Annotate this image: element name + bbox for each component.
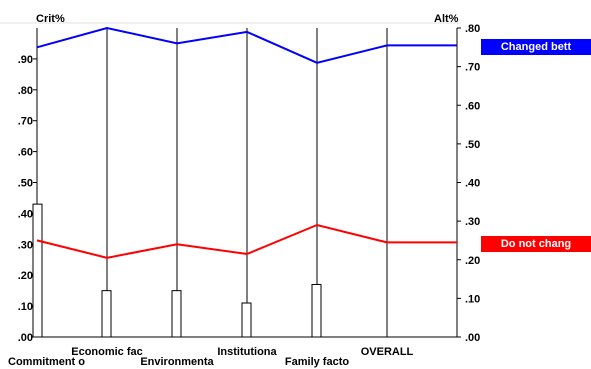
right-tick-label: .30 bbox=[465, 216, 480, 228]
right-axis-title: Alt% bbox=[434, 13, 459, 25]
weight-bar bbox=[32, 203, 43, 338]
legend-item-changed-bett[interactable]: Changed bett bbox=[481, 39, 591, 55]
criteria-weight-bars bbox=[32, 203, 322, 338]
right-axis-ticks: .00 .10 .20 .30 .40 .50 .60 .70 .80 bbox=[457, 23, 480, 344]
left-tick-label: .10 bbox=[18, 301, 33, 313]
left-axis-title: Crit% bbox=[36, 13, 65, 25]
weight-bar bbox=[101, 290, 112, 338]
series-line bbox=[36, 26, 457, 64]
category-label: Family facto bbox=[285, 356, 349, 368]
series-line bbox=[36, 223, 457, 259]
criteria-lines bbox=[106, 28, 388, 337]
weight-bar bbox=[311, 283, 322, 338]
right-tick-label: .70 bbox=[465, 62, 480, 74]
left-tick-label: .60 bbox=[18, 147, 33, 159]
right-tick-label: .40 bbox=[465, 178, 480, 190]
left-tick-label: .30 bbox=[18, 239, 33, 251]
right-tick-label: .20 bbox=[465, 255, 480, 267]
left-tick-label: .40 bbox=[18, 208, 33, 220]
right-tick-label: .00 bbox=[465, 332, 480, 344]
right-tick-label: .50 bbox=[465, 139, 480, 151]
right-tick-label: .10 bbox=[465, 293, 480, 305]
legend-label: Do not chang bbox=[500, 238, 572, 250]
left-tick-label: .80 bbox=[18, 85, 33, 97]
legend-item-do-not-chang[interactable]: Do not chang bbox=[481, 236, 591, 252]
category-label: Institutiona bbox=[217, 346, 277, 358]
left-tick-label: .70 bbox=[18, 116, 33, 128]
left-tick-label: .20 bbox=[18, 270, 33, 282]
weight-bar bbox=[171, 290, 182, 338]
category-label: Economic fac bbox=[71, 346, 143, 358]
left-tick-label: .90 bbox=[18, 54, 33, 66]
category-label: OVERALL bbox=[361, 346, 414, 358]
legend-label: Changed bett bbox=[500, 41, 572, 53]
left-tick-label: .00 bbox=[18, 332, 33, 344]
right-tick-label: .60 bbox=[465, 100, 480, 112]
weight-bar bbox=[241, 302, 252, 338]
left-axis-ticks: .00 .10 .20 .30 .40 .50 .60 .70 .80 .90 bbox=[18, 54, 37, 344]
right-tick-label: .80 bbox=[465, 23, 480, 35]
category-label: Environmenta bbox=[140, 356, 214, 368]
alternative-series bbox=[36, 26, 457, 259]
category-label: Commitment o bbox=[8, 356, 85, 368]
left-tick-label: .50 bbox=[18, 178, 33, 190]
